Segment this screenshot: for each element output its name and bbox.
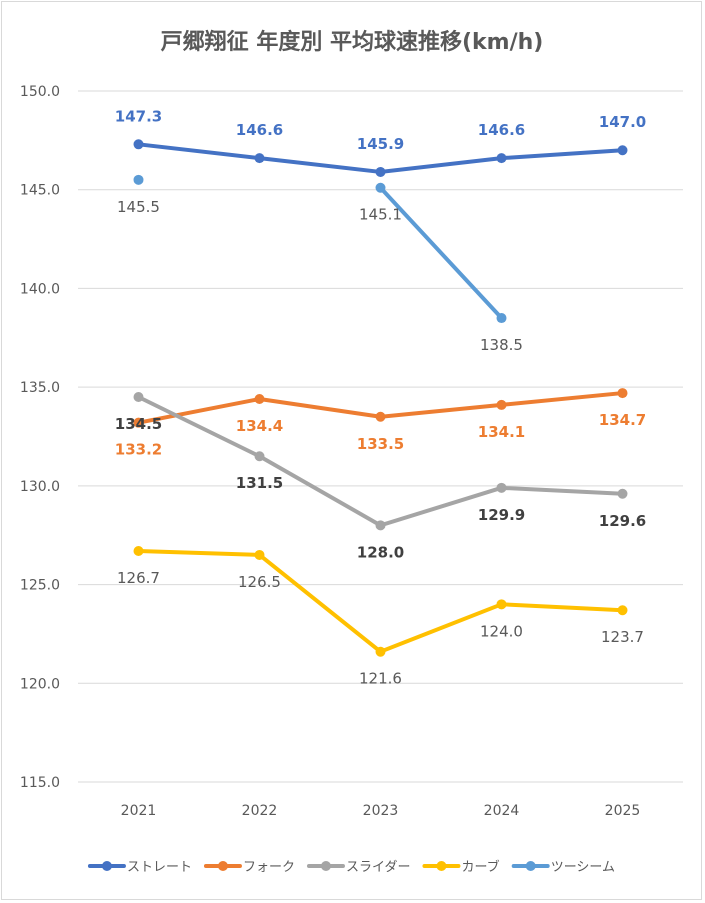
y-tick-label: 140.0 [20, 281, 60, 297]
data-label: 134.7 [599, 411, 646, 429]
legend-item-3: カーブ [422, 859, 500, 875]
data-label: 133.2 [115, 441, 162, 459]
data-label: 124.0 [480, 622, 523, 640]
data-label: 134.4 [236, 417, 283, 435]
data-label: 147.0 [599, 113, 646, 131]
series-line [378, 185, 504, 321]
data-point [375, 166, 386, 177]
x-tick-label: 2024 [484, 803, 520, 819]
data-label: 145.1 [359, 206, 402, 224]
data-point [375, 182, 386, 193]
legend-item-1: フォーク [203, 860, 295, 875]
data-label: 129.9 [478, 506, 525, 524]
data-point [496, 599, 507, 610]
y-tick-label: 125.0 [20, 578, 60, 594]
data-point [375, 520, 386, 531]
y-tick-label: 150.0 [20, 84, 60, 100]
data-point [133, 546, 144, 557]
data-point [133, 417, 144, 428]
x-axis-tick-labels: 2021 2022 2023 2024 2025 [121, 803, 641, 819]
series-line [136, 549, 625, 654]
legend-marker [525, 861, 536, 871]
data-label: 145.9 [357, 135, 404, 153]
legend-label: スライダー [346, 860, 410, 875]
data-label: 134.5 [115, 415, 162, 433]
y-tick-label: 120.0 [20, 676, 60, 692]
legend-item-4: ツーシーム [511, 860, 615, 875]
data-point [617, 145, 628, 156]
data-label: 128.0 [357, 543, 404, 561]
data-point [254, 393, 265, 404]
data-point [375, 646, 386, 657]
data-label: 146.6 [236, 121, 283, 139]
legend-marker [320, 861, 331, 871]
legend-item-2: スライダー [306, 860, 410, 875]
data-point [375, 411, 386, 422]
legend-marker [101, 861, 112, 871]
series-group [133, 139, 628, 657]
data-point [133, 139, 144, 150]
data-point [617, 488, 628, 499]
legend: ストレート フォーク スライダー カーブ ツーシーム [87, 859, 615, 875]
data-point [617, 388, 628, 399]
data-point [254, 153, 265, 164]
legend-marker [217, 861, 228, 871]
data-label: 126.5 [238, 573, 281, 591]
series-4 [133, 174, 507, 324]
series-2 [133, 392, 628, 531]
x-tick-label: 2025 [605, 803, 641, 819]
x-tick-label: 2023 [363, 803, 399, 819]
data-point [133, 392, 144, 403]
x-tick-label: 2021 [121, 803, 157, 819]
data-label: 126.7 [117, 569, 160, 587]
y-tick-label: 135.0 [20, 380, 60, 396]
data-label: 131.5 [236, 474, 283, 492]
series-3 [133, 546, 628, 657]
data-label: 133.5 [357, 435, 404, 453]
y-tick-label: 115.0 [20, 775, 60, 791]
data-point [496, 153, 507, 164]
data-label: 138.5 [480, 336, 523, 354]
gridlines [78, 90, 683, 783]
data-label: 147.3 [115, 107, 162, 125]
data-point [254, 451, 265, 462]
data-label: 121.6 [359, 670, 402, 688]
data-label: 134.1 [478, 423, 525, 441]
legend-label: フォーク [243, 860, 295, 875]
data-label: 123.7 [601, 628, 644, 646]
legend-label: カーブ [461, 859, 499, 875]
data-point [496, 313, 507, 324]
data-label: 129.6 [599, 512, 646, 530]
legend-label: ストレート [127, 860, 192, 875]
series-1 [133, 388, 628, 428]
chart-title: 戸郷翔征 年度別 平均球速推移(km/h) [161, 29, 544, 55]
data-labels: 147.3 146.6 145.9 146.6 147.0 133.2 134.4 133.5… [115, 107, 646, 687]
data-point [617, 605, 628, 616]
legend-item-0: ストレート [87, 860, 192, 875]
data-point [496, 482, 507, 493]
data-point [496, 399, 507, 410]
data-point [254, 549, 265, 560]
y-axis-tick-labels: 150.0 145.0 140.0 135.0 130.0 125.0 120.0 115.0 [20, 84, 60, 791]
legend-marker [436, 861, 447, 871]
series-0 [133, 139, 628, 177]
y-tick-label: 145.0 [20, 183, 60, 199]
legend-label: ツーシーム [551, 860, 615, 875]
y-tick-label: 130.0 [20, 479, 60, 495]
x-tick-label: 2022 [242, 803, 278, 819]
data-point [133, 174, 144, 185]
data-label: 145.5 [117, 198, 160, 216]
data-label: 146.6 [478, 121, 525, 139]
